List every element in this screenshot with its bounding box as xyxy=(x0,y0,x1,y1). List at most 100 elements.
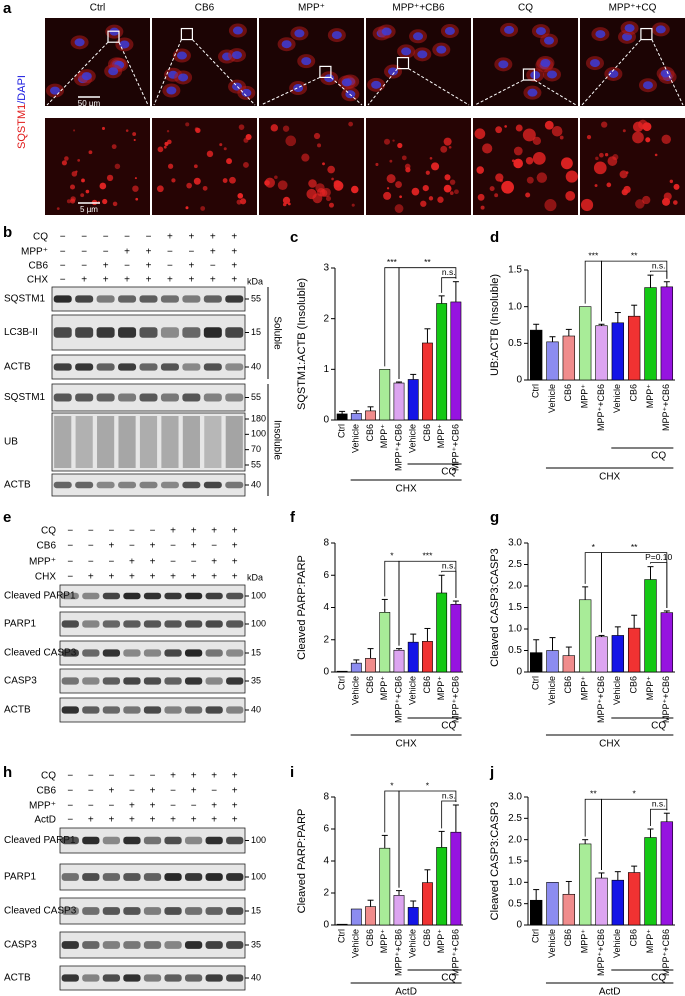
protein-label: UB xyxy=(4,437,18,448)
blot-band xyxy=(205,836,223,845)
x-tick-label: Vehicle xyxy=(547,929,557,958)
treatment-sign: + xyxy=(188,232,194,243)
treatment-sign: + xyxy=(191,786,197,797)
blot-band xyxy=(160,327,179,338)
nucleus xyxy=(444,27,455,36)
bar xyxy=(350,413,362,421)
zoom-line xyxy=(651,39,684,106)
y-tick-label: 0 xyxy=(323,667,329,678)
y-tick-label: 0 xyxy=(516,375,522,386)
blot-band xyxy=(225,295,244,303)
puncta xyxy=(394,204,404,213)
scale-label: 50 µm xyxy=(78,99,101,108)
treatment-sign: + xyxy=(191,815,197,826)
protein-label: ACTB xyxy=(4,973,31,984)
puncta xyxy=(331,177,334,181)
puncta xyxy=(632,131,644,144)
x-tick-label: MPP⁺+CB6 xyxy=(596,676,606,723)
zoom-line xyxy=(367,68,398,106)
puncta xyxy=(282,196,291,205)
x-tick-label: Vehicle xyxy=(351,929,361,958)
nucleus xyxy=(178,73,189,82)
blot-band xyxy=(82,620,100,628)
x-tick-label: Ctrl xyxy=(531,384,541,398)
treatment-sign: + xyxy=(129,801,135,812)
treatment-sign: − xyxy=(60,232,66,243)
bar xyxy=(611,635,625,673)
significance-label: ** xyxy=(424,257,431,267)
fraction-label: Insoluble xyxy=(271,420,282,460)
significance-label: n.s. xyxy=(442,790,456,800)
puncta xyxy=(586,134,592,140)
marker-label: 100 xyxy=(251,590,266,600)
marker-label: 15 xyxy=(251,327,261,337)
significance-label: * xyxy=(390,780,394,790)
puncta xyxy=(282,125,290,132)
treatment-sign: − xyxy=(88,557,94,568)
panel-letter: j xyxy=(489,764,494,781)
marker-label: 35 xyxy=(251,675,261,685)
blot-band xyxy=(160,393,179,402)
zoom-line xyxy=(408,68,470,106)
x-tick-label: MPP⁺ xyxy=(436,424,446,449)
puncta xyxy=(301,153,310,162)
puncta xyxy=(185,122,190,127)
blot-band xyxy=(102,873,121,881)
marker-label: 35 xyxy=(251,939,261,949)
puncta xyxy=(619,170,628,179)
y-tick-label: 1.5 xyxy=(508,265,522,276)
blot-band xyxy=(143,592,162,600)
zoom-line xyxy=(118,41,149,106)
treatment-sign: − xyxy=(129,541,135,552)
treatment-sign: + xyxy=(108,786,114,797)
puncta xyxy=(229,176,236,184)
blot-band xyxy=(61,649,79,657)
puncta xyxy=(351,185,359,194)
blot-band xyxy=(61,974,79,982)
treatment-sign: − xyxy=(150,526,156,537)
bar xyxy=(450,301,462,421)
x-tick-label: MPP⁺+CB6 xyxy=(450,929,460,976)
bar xyxy=(365,410,376,421)
zoom-line xyxy=(46,41,109,106)
puncta xyxy=(61,160,67,166)
treatment-sign: + xyxy=(191,526,197,537)
y-tick-label: 8 xyxy=(323,538,329,549)
nucleus xyxy=(388,67,399,76)
blot-band xyxy=(82,974,100,982)
bar xyxy=(393,895,405,926)
x-tick-label: MPP⁺ xyxy=(580,929,590,954)
puncta xyxy=(595,156,599,161)
blot-band xyxy=(184,706,203,714)
panel-letter: i xyxy=(290,764,294,781)
y-tick-label: 8 xyxy=(323,792,329,803)
significance-label: * xyxy=(633,788,637,798)
significance-bracket xyxy=(601,260,668,322)
puncta xyxy=(480,205,485,210)
nucleus xyxy=(413,32,424,41)
puncta xyxy=(392,139,395,142)
protein-label: Cleaved PARP1 xyxy=(4,835,76,846)
treatment-sign: − xyxy=(170,557,176,568)
puncta xyxy=(383,191,392,200)
marker-label: 40 xyxy=(251,972,261,982)
zoom-box xyxy=(107,30,120,43)
significance-label: ** xyxy=(590,788,597,798)
treatment-sign: − xyxy=(129,526,135,537)
blot-band xyxy=(143,649,162,657)
blot-band xyxy=(75,393,94,402)
zoom-box xyxy=(180,27,193,41)
significance-bracket xyxy=(398,267,457,379)
x-tick-label: MPP⁺ xyxy=(436,676,446,701)
treatment-sign: + xyxy=(211,801,217,812)
puncta xyxy=(112,201,118,207)
condition-label: MPP⁺+CQ xyxy=(609,3,657,14)
puncta xyxy=(226,158,232,165)
subgroup-label: CQ xyxy=(651,973,666,984)
blot-band xyxy=(184,907,203,915)
y-tick-label: 1.5 xyxy=(508,856,522,867)
puncta xyxy=(560,157,573,170)
bar xyxy=(529,329,543,381)
treatment-sign: − xyxy=(67,771,73,782)
puncta xyxy=(443,184,452,193)
